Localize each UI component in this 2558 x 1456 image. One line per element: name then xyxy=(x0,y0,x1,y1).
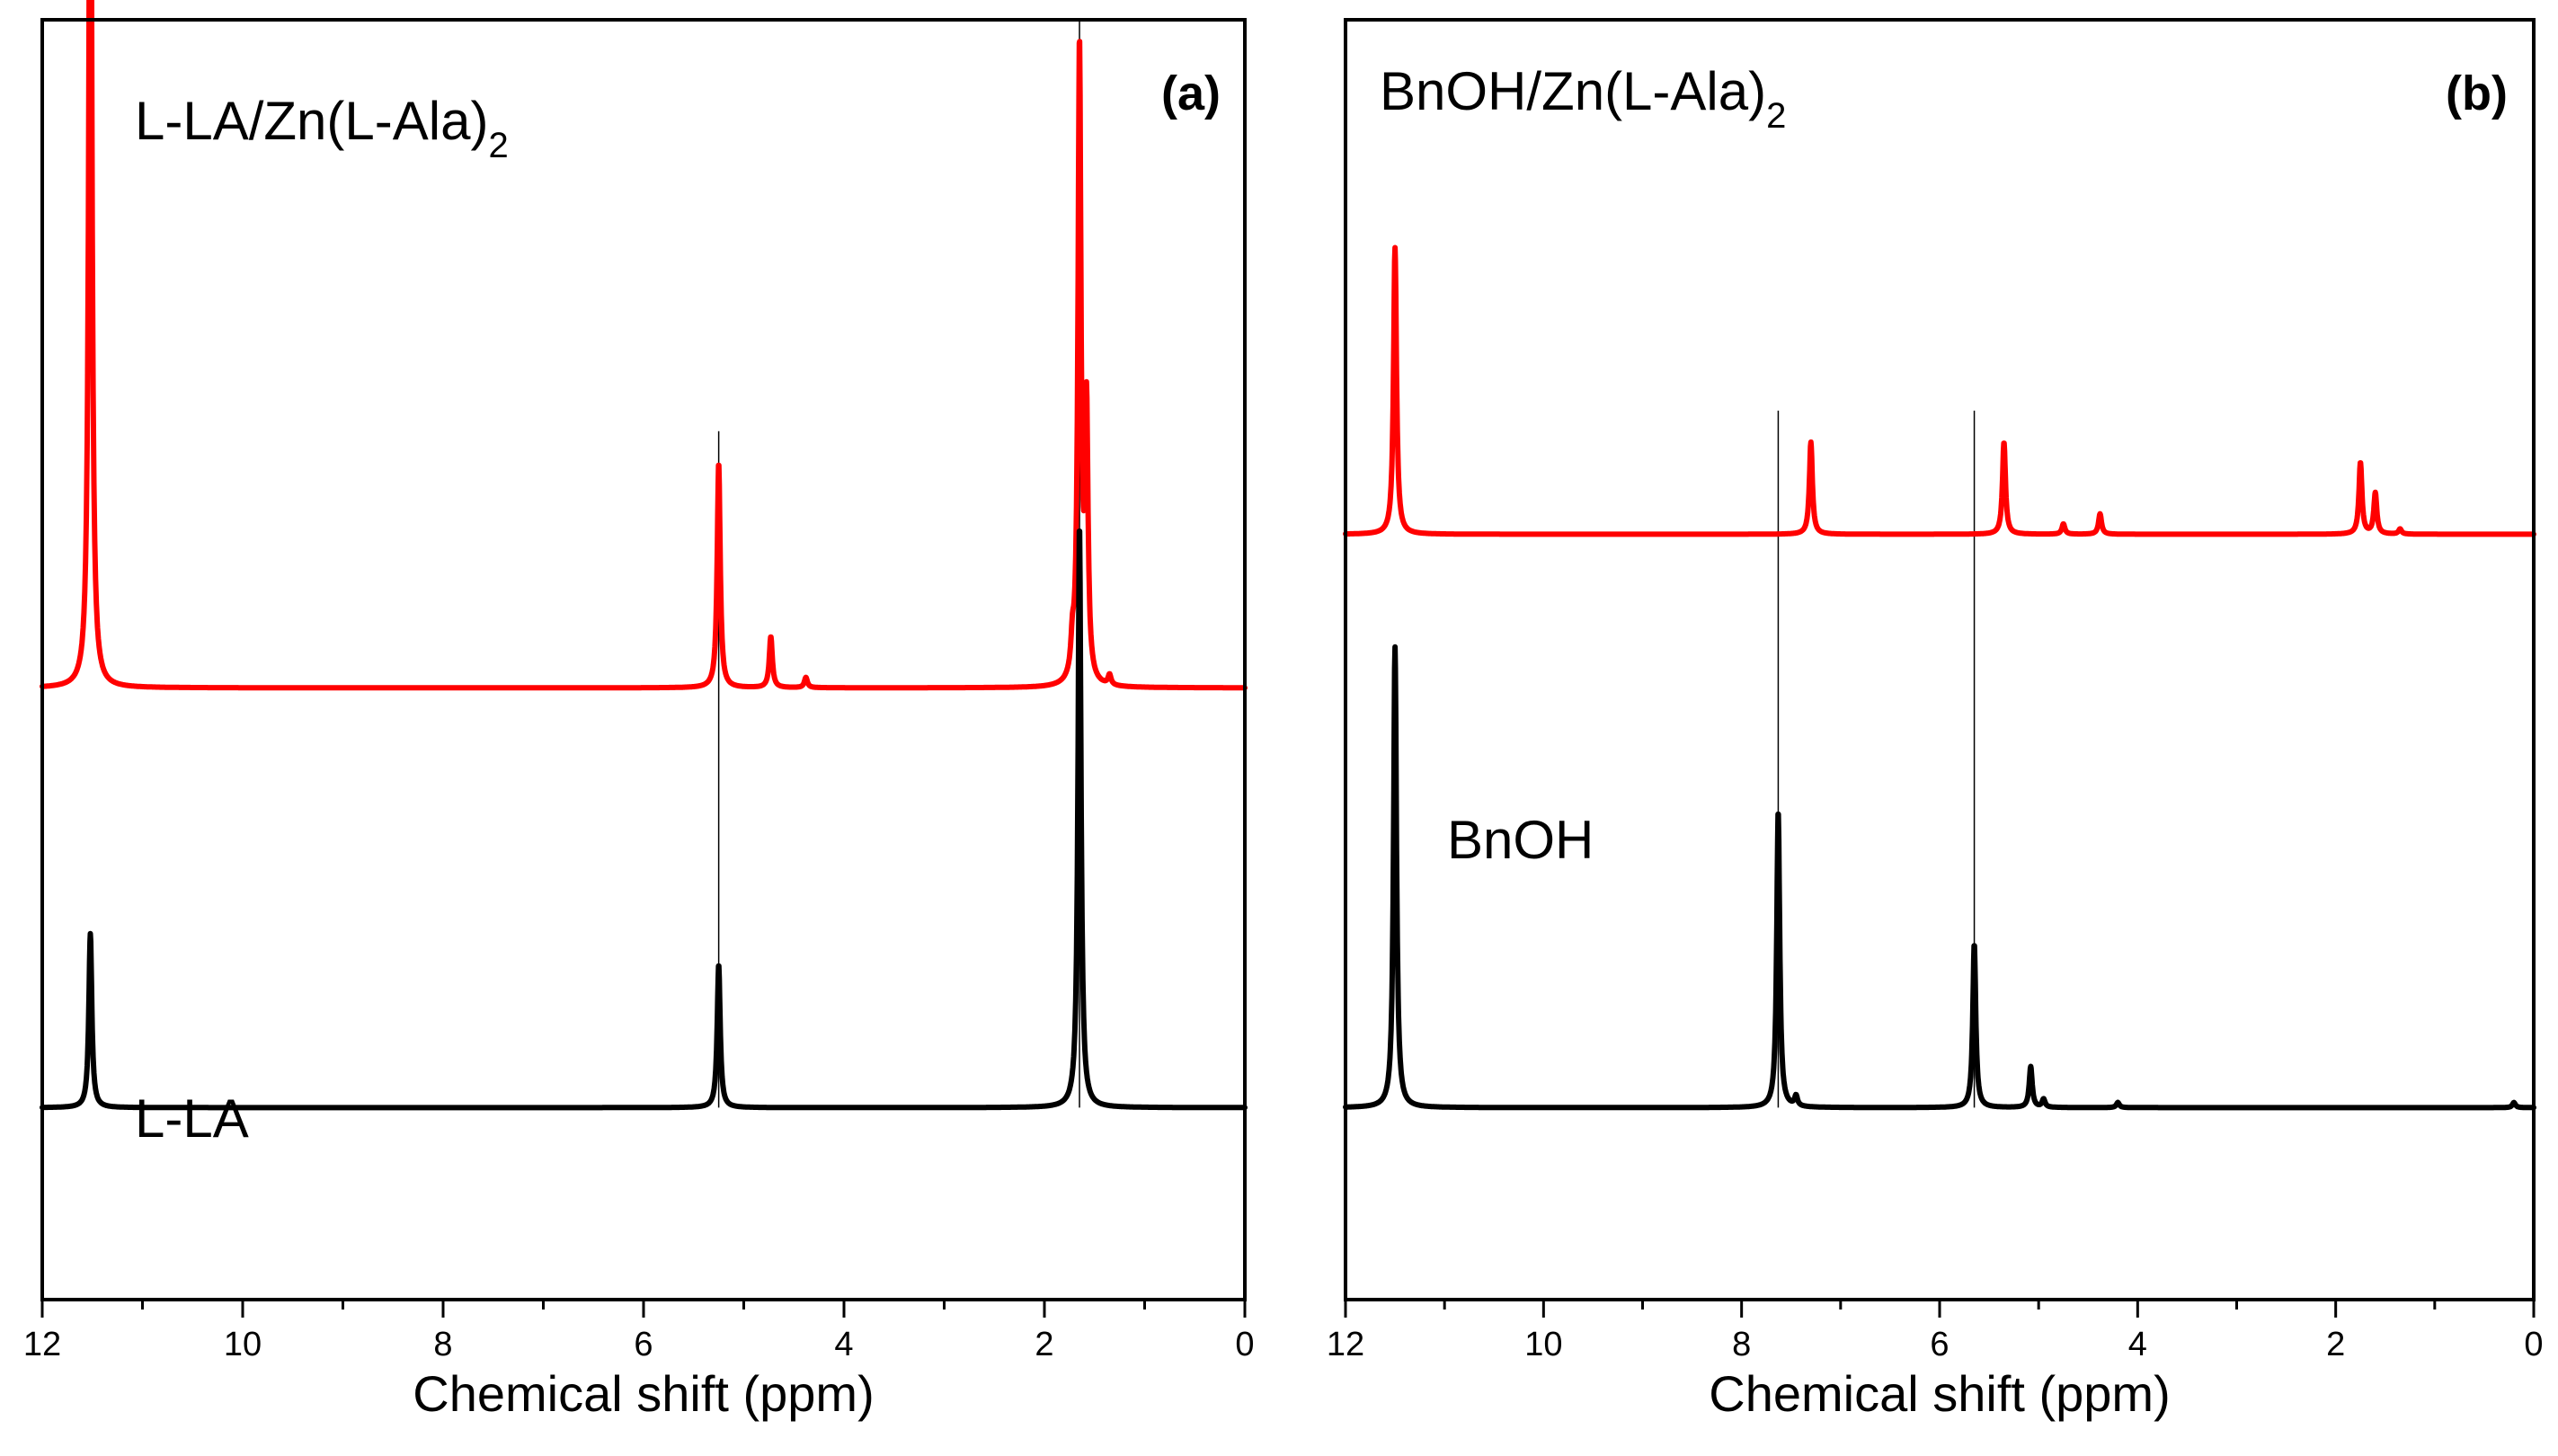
x-tick-label: 12 xyxy=(1327,1326,1364,1363)
spectrum-trace-black xyxy=(1343,644,2536,1111)
x-tick-label: 0 xyxy=(1235,1326,1254,1363)
spectrum-trace-red xyxy=(1343,244,2536,537)
x-tick-label: 12 xyxy=(23,1326,61,1363)
x-tick-label: 6 xyxy=(634,1326,653,1363)
spectrum-trace-red xyxy=(40,0,1248,691)
x-tick-label: 8 xyxy=(1732,1326,1751,1363)
spectrum-trace-black xyxy=(40,528,1248,1111)
x-tick-label: 2 xyxy=(2326,1326,2345,1363)
x-tick-label: 10 xyxy=(224,1326,262,1363)
x-tick-label: 8 xyxy=(433,1326,452,1363)
x-axis-label: Chemical shift (ppm) xyxy=(1709,1365,2170,1422)
spectrum-label: L-LA/Zn(L-Ala)2 xyxy=(135,91,509,165)
x-tick-label: 6 xyxy=(1930,1326,1949,1363)
x-axis-label: Chemical shift (ppm) xyxy=(413,1365,874,1422)
spectrum-label: BnOH/Zn(L-Ala)2 xyxy=(1380,61,1786,136)
x-tick-label: 2 xyxy=(1035,1326,1053,1363)
spectrum-label: L-LA xyxy=(135,1088,249,1149)
panel-label: (b) xyxy=(2446,67,2508,120)
spectrum-label: BnOH xyxy=(1447,810,1594,870)
panel-b: BnOH/Zn(L-Ala)2 BnOH 12 10 8 6 4 2 0 Chemical shi… xyxy=(1327,18,2544,1422)
x-tick-label: 4 xyxy=(2128,1326,2147,1363)
x-tick-label: 10 xyxy=(1524,1326,1562,1363)
x-tick-label: 4 xyxy=(834,1326,853,1363)
panel-a: L-LA/Zn(L-Ala)2 L-LA 12 10 8 6 4 2 0 Chemical shi… xyxy=(23,0,1255,1422)
panel-label: (a) xyxy=(1161,67,1221,120)
x-tick-label: 0 xyxy=(2524,1326,2543,1363)
